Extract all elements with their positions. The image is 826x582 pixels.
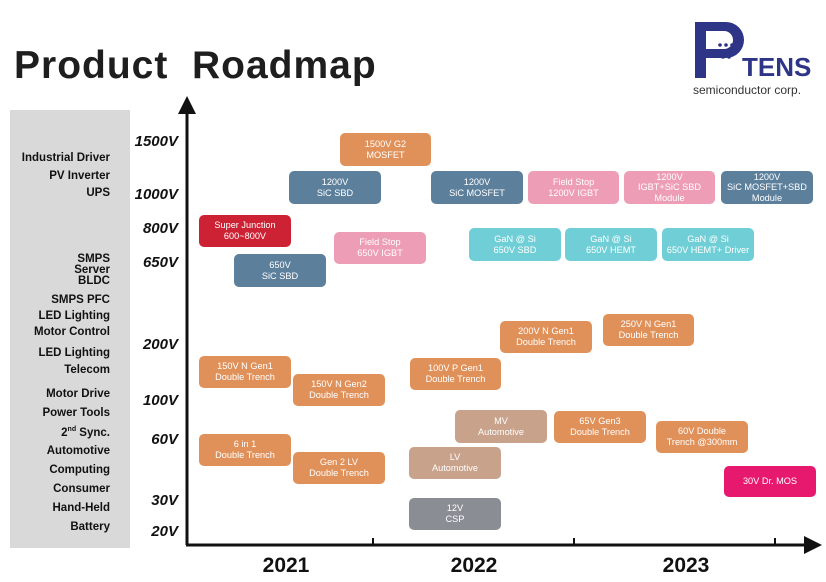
application-label: Automotive	[46, 445, 110, 457]
application-label: PV Inverter	[49, 170, 110, 182]
product-box[interactable]: 650V SiC SBD	[234, 254, 326, 287]
voltage-label: 800V	[142, 220, 178, 237]
voltage-label: 1000V	[134, 186, 178, 203]
voltage-label: 200V	[142, 336, 178, 353]
product-box[interactable]: 100V P Gen1 Double Trench	[410, 358, 501, 390]
application-label: UPS	[86, 187, 110, 199]
application-label: Consumer	[53, 483, 110, 495]
application-label: Industrial Driver	[21, 152, 110, 164]
year-label: 2023	[662, 554, 710, 577]
company-logo: TENS	[690, 20, 820, 100]
application-label-sync: 2nd Sync.	[61, 426, 110, 439]
product-box[interactable]: Gen 2 LV Double Trench	[293, 452, 385, 484]
product-box[interactable]: Field Stop 1200V IGBT	[528, 171, 619, 204]
product-box[interactable]: 6 in 1 Double Trench	[199, 434, 291, 466]
product-box[interactable]: 1200V IGBT+SiC SBD Module	[624, 171, 715, 204]
page-title: Product Roadmap	[14, 44, 377, 87]
logo-tagline: semiconductor corp.	[693, 83, 802, 97]
logo-graphic: TENS	[695, 22, 811, 82]
application-label: SMPS	[77, 253, 110, 265]
product-box[interactable]: 250V N Gen1 Double Trench	[603, 314, 694, 346]
product-box[interactable]: Field Stop 650V IGBT	[334, 232, 426, 264]
time-axis-arrow	[804, 536, 822, 554]
application-label: Power Tools	[42, 407, 110, 419]
application-label: LED Lighting	[38, 310, 110, 322]
application-label: Hand-Held	[52, 502, 111, 514]
application-label: Motor Control	[33, 326, 110, 338]
applications-panel	[10, 110, 130, 548]
application-label: Server	[74, 264, 110, 276]
application-label: Computing	[49, 464, 110, 476]
voltage-label: 1500V	[134, 133, 178, 150]
logo-wordmark: TENS	[742, 52, 811, 82]
product-box[interactable]: 30V Dr. MOS	[724, 466, 816, 497]
year-label: 2021	[262, 554, 310, 577]
product-box[interactable]: 65V Gen3 Double Trench	[554, 411, 646, 443]
voltage-label: 60V	[151, 431, 178, 448]
product-box[interactable]: 1200V SiC MOSFET	[431, 171, 523, 204]
voltage-axis-arrow	[178, 96, 196, 114]
application-label: Motor Drive	[46, 388, 110, 400]
voltage-label: 650V	[142, 254, 178, 271]
product-box[interactable]: MV Automotive	[455, 410, 547, 443]
voltage-label: 100V	[142, 392, 178, 409]
product-box[interactable]: 1500V G2 MOSFET	[340, 133, 431, 166]
application-label: BLDC	[78, 275, 110, 287]
product-box[interactable]: 1200V SiC MOSFET+SBD Module	[721, 171, 813, 204]
product-box[interactable]: 150V N Gen2 Double Trench	[293, 374, 385, 406]
product-box[interactable]: GaN @ Si 650V HEMT+ Driver	[662, 228, 754, 261]
product-box[interactable]: 12V CSP	[409, 498, 501, 530]
product-box[interactable]: LV Automotive	[409, 447, 501, 479]
product-box[interactable]: GaN @ Si 650V HEMT	[565, 228, 657, 261]
year-label: 2022	[450, 554, 498, 577]
application-label: Battery	[70, 521, 110, 533]
product-box[interactable]: 60V Double Trench @300mm	[656, 421, 748, 453]
product-box[interactable]: 1200V SiC SBD	[289, 171, 381, 204]
application-label: LED Lighting	[38, 347, 110, 359]
product-box[interactable]: 200V N Gen1 Double Trench	[500, 321, 592, 353]
voltage-label: 20V	[151, 523, 178, 540]
application-label: Telecom	[64, 364, 110, 376]
voltage-label: 30V	[151, 492, 178, 509]
application-label: SMPS PFC	[51, 294, 110, 306]
product-box[interactable]: GaN @ Si 650V SBD	[469, 228, 561, 261]
product-box[interactable]: Super Junction 600~800V	[199, 215, 291, 247]
product-box[interactable]: 150V N Gen1 Double Trench	[199, 356, 291, 388]
